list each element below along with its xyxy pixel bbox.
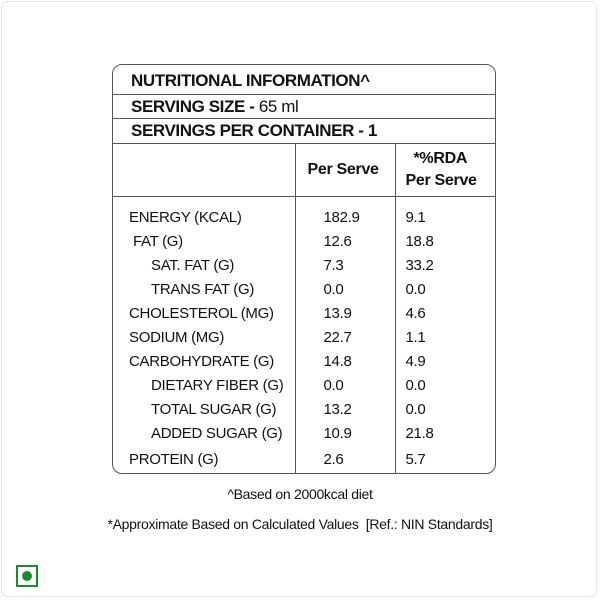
rda-value: 33.2 (405, 256, 434, 274)
rda-value: 1.1 (405, 328, 426, 346)
table-row: FAT (G) 12.6 18.8 (113, 229, 495, 253)
table-row: SAT. FAT (G) 7.3 33.2 (113, 253, 495, 277)
nutrient-name: TOTAL SUGAR (G) (113, 397, 296, 421)
nutrient-name: CARBOHYDRATE (G) (113, 349, 296, 373)
table-row: PROTEIN (G) 2.6 5.7 (113, 445, 495, 473)
serving-size-value: 65 ml (258, 97, 299, 116)
per-serve-value: 22.7 (295, 325, 396, 349)
rda-value: 4.6 (405, 304, 426, 322)
per-serve-value: 0.0 (295, 277, 396, 301)
table-row: DIETARY FIBER (G) 0.0 0.0 (113, 373, 495, 397)
table-row: CARBOHYDRATE (G) 14.8 4.9 (113, 349, 495, 373)
rda-value: 0.0 (405, 376, 426, 394)
per-serve-value: 14.8 (295, 349, 396, 373)
rda-header-line1: *%RDA (413, 150, 468, 167)
rda-value: 9.1 (405, 208, 426, 226)
rda-value: 21.8 (405, 424, 434, 442)
per-serve-value: 0.0 (295, 373, 396, 397)
per-serve-value: 13.2 (295, 397, 396, 421)
table-row: TRANS FAT (G) 0.0 0.0 (113, 277, 495, 301)
serving-size-label: SERVING SIZE - (131, 97, 259, 116)
nutrient-name: CHOLESTEROL (MG) (113, 301, 296, 325)
nutrition-title: NUTRITIONAL INFORMATION^ (113, 65, 495, 95)
servings-per-container: SERVINGS PER CONTAINER - 1 (131, 121, 377, 140)
per-serve-value: 10.9 (295, 421, 396, 445)
nutrient-name: DIETARY FIBER (G) (113, 373, 296, 397)
serving-size: SERVING SIZE - 65 ml (113, 95, 495, 119)
spacer-row (113, 196, 495, 205)
per-serve-column-header: Per Serve (295, 143, 396, 197)
rda-value: 4.9 (405, 352, 426, 370)
nutrient-name: ADDED SUGAR (G) (113, 421, 296, 445)
per-serve-value: 2.6 (295, 445, 396, 473)
table-row: ADDED SUGAR (G) 10.9 21.8 (113, 421, 495, 445)
nutrient-name: ENERGY (KCAL) (113, 205, 296, 229)
per-serve-value: 13.9 (295, 301, 396, 325)
rda-header-line2: Per Serve (405, 172, 477, 189)
diet-footnote: ^Based on 2000kcal diet (227, 486, 373, 502)
nutrient-column-header (113, 143, 296, 197)
nutrient-name: SODIUM (MG) (113, 325, 296, 349)
table-row: TOTAL SUGAR (G) 13.2 0.0 (113, 397, 495, 421)
nutrition-label: NUTRITIONAL INFORMATION^ SERVING SIZE - … (112, 64, 496, 474)
nutrition-table: Per Serve *%RDA Per Serve ENERGY (KCAL) 18… (113, 143, 495, 473)
nutrient-name: PROTEIN (G) (113, 445, 296, 473)
per-serve-value: 7.3 (295, 253, 396, 277)
rda-value: 18.8 (405, 232, 434, 250)
column-header-row: Per Serve *%RDA Per Serve (113, 143, 495, 197)
rda-value: 0.0 (405, 400, 426, 418)
nutrient-name: TRANS FAT (G) (113, 277, 296, 301)
approx-footnote: *Approximate Based on Calculated Values … (107, 516, 493, 532)
veg-dot (22, 571, 32, 581)
table-row: SODIUM (MG) 22.7 1.1 (113, 325, 495, 349)
table-row: ENERGY (KCAL) 182.9 9.1 (113, 205, 495, 229)
rda-value: 5.7 (405, 450, 426, 468)
table-row: CHOLESTEROL (MG) 13.9 4.6 (113, 301, 495, 325)
per-serve-value: 182.9 (295, 205, 396, 229)
rda-value: 0.0 (405, 280, 426, 298)
nutrient-name: SAT. FAT (G) (113, 253, 296, 277)
rda-column-header: *%RDA Per Serve (395, 143, 495, 197)
per-serve-value: 12.6 (295, 229, 396, 253)
nutrient-name: FAT (G) (113, 229, 296, 253)
veg-symbol-icon (16, 565, 38, 587)
